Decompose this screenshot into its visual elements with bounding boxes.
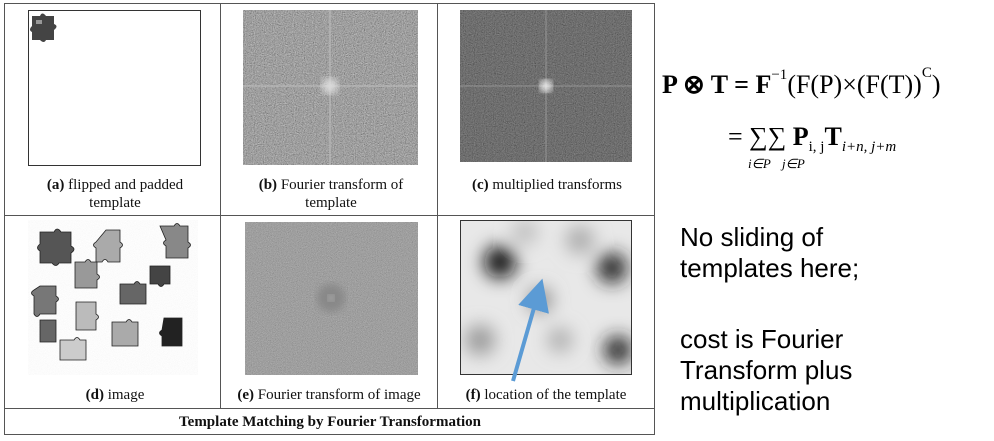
figure-frame <box>4 3 655 435</box>
equation-text: i+n, j+m <box>841 139 897 156</box>
sum-index: i∈P <box>748 156 771 171</box>
figure-title: Template Matching by Fourier Transformat… <box>179 414 481 430</box>
equation-text: i, j <box>808 139 825 156</box>
sum-index: j∈P <box>782 156 805 171</box>
note: No sliding of templates here; <box>680 222 860 283</box>
template-image <box>28 10 201 166</box>
fourier-template-image <box>243 10 418 165</box>
caption: (f) location of the template <box>465 387 627 403</box>
multiplied-image <box>460 10 632 162</box>
equation-text: T <box>824 122 842 151</box>
equation-text: P ⊗ T = F <box>662 70 772 99</box>
caption: (e) Fourier transform of image <box>237 387 421 403</box>
caption: (d) image <box>85 387 145 403</box>
equation-line: P ⊗ T = F−1(F(P)×(F(T))C) <box>662 65 941 100</box>
location-arrow <box>511 278 549 382</box>
note: cost is Fourier Transform plus multiplic… <box>680 324 853 416</box>
equation-text: (F(P)×(F(T)) <box>787 70 922 99</box>
equation-text: P <box>792 122 809 151</box>
equation-line: = ∑∑ Pi, jTi+n, j+m <box>728 122 896 156</box>
fourier-image <box>245 222 418 375</box>
equation-text: ) <box>931 70 941 99</box>
caption: (b) Fourier transform of template <box>258 177 404 211</box>
equation-text: −1 <box>771 67 788 84</box>
caption: (a) flipped and padded template <box>46 177 184 211</box>
location-image <box>460 220 632 375</box>
puzzle-image <box>28 220 198 375</box>
equation-text: C <box>921 65 932 82</box>
equation-text: = ∑∑ <box>728 122 793 151</box>
caption: (c) multiplied transforms <box>472 177 622 193</box>
